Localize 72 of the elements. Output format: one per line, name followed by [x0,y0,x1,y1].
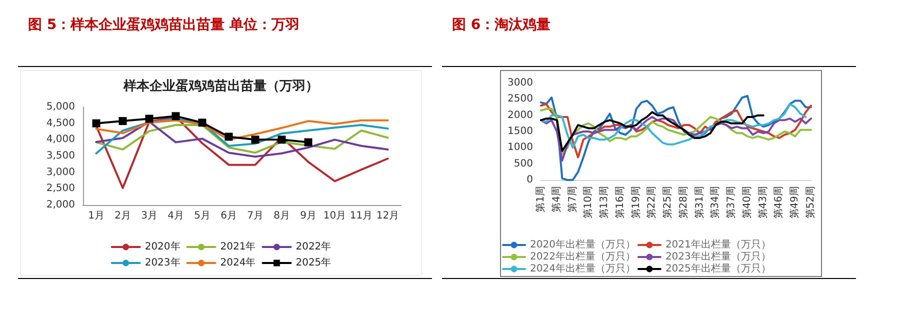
x-tick-label: 第31周 [693,186,706,219]
x-tick-label: 第25周 [662,186,674,219]
x-tick-label: 2月 [114,210,131,222]
x-tick-label: 第34周 [709,186,722,219]
chart-subtitle: 样本企业蛋鸡鸡苗出苗量（万羽） [122,79,318,94]
x-tick-label: 8月 [274,210,290,222]
x-tick-label: 第7周 [566,186,578,212]
x-tick-label: 第19周 [630,186,642,219]
x-tick-label: 第10周 [582,186,594,219]
y-tick-label: 2500 [508,94,533,105]
y-tick-label: 4,500 [46,118,75,129]
x-tick-label: 第28周 [677,186,690,219]
x-tick-label: 第1周 [534,186,546,212]
line-series [540,111,764,152]
y-tick-label: 500 [514,158,533,170]
x-tick-label: 第46周 [772,186,785,219]
x-tick-label: 第13周 [598,186,610,219]
x-tick-label: 第4周 [550,186,562,212]
x-tick-label: 10月 [323,210,346,222]
legend-label: 2024年出栏量（万只） [530,262,636,274]
line-series [540,103,807,149]
x-tick-label: 第37周 [725,186,738,219]
x-tick-label: 5月 [194,210,210,222]
legend-label: 2024年 [220,256,256,268]
chart-title: 图 6：淘汰鸡量 [452,16,551,34]
point [251,136,260,144]
point [304,138,312,146]
legend-label: 2020年出栏量（万只） [530,238,636,250]
x-tick-label: 第16周 [614,186,626,219]
x-tick-label: 6月 [220,210,237,222]
y-tick-label: 2,000 [46,200,75,210]
y-tick-label: 2000 [508,110,533,121]
legend-label: 2021年出栏量（万只） [665,238,771,250]
y-tick-label: 3000 [508,78,533,88]
x-tick-label: 9月 [300,210,316,222]
line-series [540,94,812,181]
x-tick-label: 第22周 [646,186,658,219]
y-tick-label: 3,500 [46,150,75,162]
legend-label: 2025年 [296,256,332,268]
point [278,136,286,144]
legend-label: 2022年出栏量（万只） [530,250,636,262]
x-tick-label: 第52周 [804,186,816,219]
point [145,114,154,123]
point [198,118,206,127]
x-tick-label: 12月 [376,210,400,222]
y-tick-label: 2,500 [46,183,75,194]
point [224,132,233,141]
legend-label: 2023年 [144,256,180,268]
legend-label: 2021年 [220,240,256,252]
point [118,117,127,126]
x-tick-label: 11月 [350,210,373,222]
x-tick-label: 1月 [88,210,104,222]
y-tick-label: 1000 [508,142,533,154]
y-tick-label: 5,000 [46,102,75,112]
y-tick-label: 1500 [508,126,533,137]
x-tick-label: 第43周 [756,186,769,219]
y-tick-label: 3,000 [46,166,75,178]
point [172,112,180,120]
chart-title: 图 5：样本企业蛋鸡鸡苗出苗量 单位：万羽 [28,16,300,34]
legend-label: 2023年出栏量（万只） [665,250,771,262]
x-tick-label: 第40周 [740,186,753,219]
x-tick-label: 3月 [141,210,158,222]
legend-label: 2025年出栏量（万只） [665,262,771,274]
x-tick-label: 第49周 [788,186,801,219]
x-tick-label: 4月 [168,210,184,222]
y-tick-label: 4,000 [46,134,75,146]
x-tick-label: 7月 [247,210,264,222]
point [92,119,100,128]
legend-label: 2022年 [296,240,332,252]
line-series [540,116,812,162]
legend-label: 2020年 [144,240,180,252]
y-tick-label: 0 [526,174,533,186]
